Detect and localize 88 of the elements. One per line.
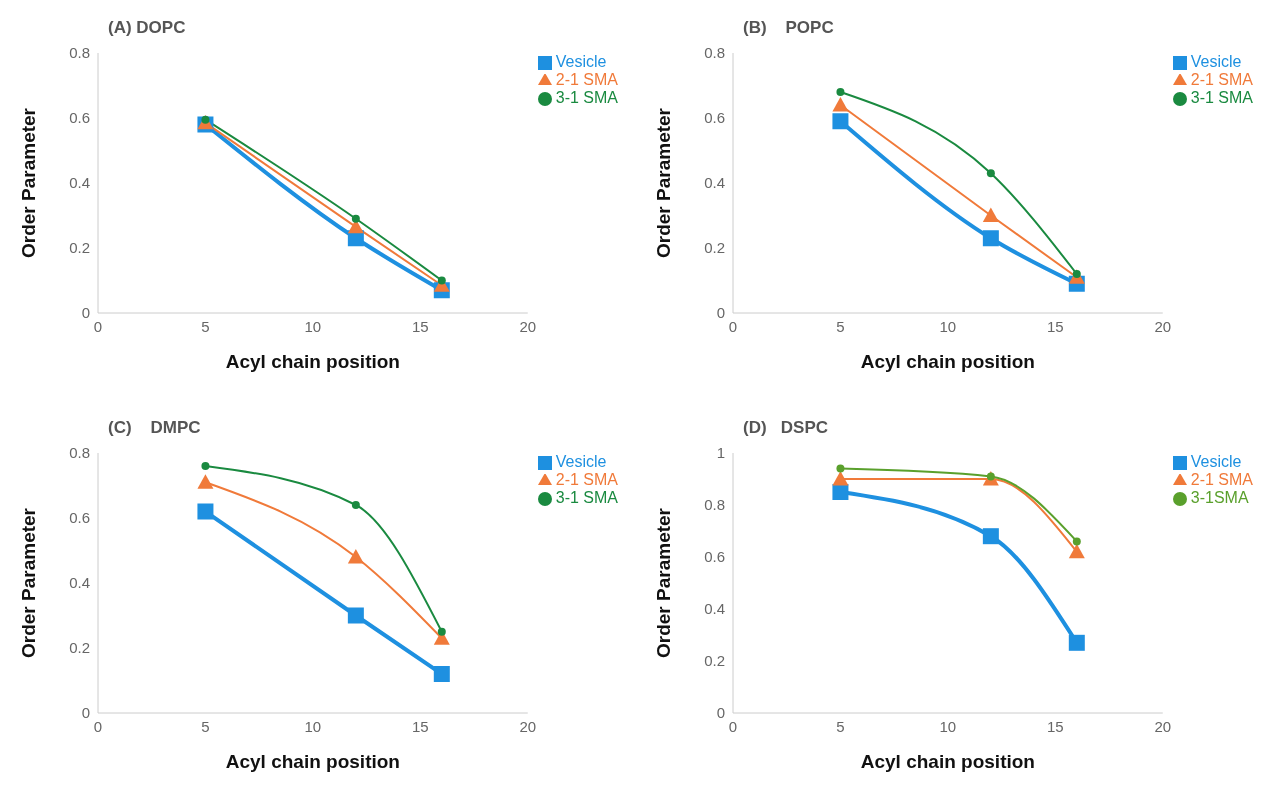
point: [986, 169, 995, 178]
y-axis-title: Order Parameter: [652, 507, 674, 658]
x-tick-label: 15: [411, 717, 429, 735]
y-tick-label: 0.8: [704, 496, 725, 514]
x-tick-label: 5: [836, 717, 845, 735]
y-axis-title: Order Parameter: [17, 107, 39, 258]
y-tick-label: 0.6: [704, 109, 725, 127]
point: [832, 113, 849, 130]
y-tick-label: 0.2: [69, 239, 90, 257]
y-tick-label: 0.4: [704, 174, 725, 192]
y-tick-label: 0.2: [704, 652, 725, 670]
point: [347, 607, 364, 624]
legend-label: Vesicle: [555, 53, 607, 70]
point: [433, 666, 450, 682]
x-axis-title: Acyl chain position: [225, 351, 400, 372]
point: [197, 474, 214, 489]
y-tick-label: 0.2: [704, 239, 725, 257]
x-tick-label: 0: [93, 317, 103, 335]
point: [351, 501, 360, 509]
point: [437, 627, 446, 636]
x-tick-label: 10: [939, 317, 957, 335]
point: [832, 97, 849, 112]
x-tick-label: 10: [939, 717, 957, 735]
y-tick-label: 1: [716, 444, 725, 462]
x-tick-label: 20: [1154, 717, 1172, 735]
x-tick-label: 10: [304, 717, 322, 735]
x-tick-label: 20: [519, 317, 537, 335]
point: [1072, 537, 1081, 546]
y-tick-label: 0.4: [69, 174, 90, 192]
legend-label: Vesicle: [555, 453, 607, 470]
legend-label: 3-1 SMA: [1190, 89, 1253, 106]
point: [836, 464, 845, 473]
legend-label: 2-1 SMA: [555, 71, 618, 88]
x-axis-title: Acyl chain position: [860, 751, 1035, 772]
point: [982, 207, 999, 222]
y-tick-label: 0.6: [704, 548, 725, 566]
legend-label: Vesicle: [1190, 453, 1242, 470]
x-tick-label: 5: [201, 717, 210, 735]
y-tick-label: 0: [716, 304, 725, 322]
x-tick-label: 0: [728, 317, 738, 335]
y-tick-label: 0.4: [69, 574, 90, 592]
point: [982, 230, 999, 247]
y-tick-label: 0.8: [704, 44, 725, 62]
point: [351, 214, 360, 223]
legend-label: 3-1 SMA: [555, 89, 618, 106]
y-tick-label: 0.2: [69, 639, 90, 657]
y-tick-label: 0.6: [69, 509, 90, 527]
x-tick-label: 5: [836, 317, 845, 335]
y-tick-label: 0.8: [69, 44, 90, 62]
x-tick-label: 15: [411, 317, 429, 335]
legend-label: 2-1 SMA: [1190, 71, 1253, 88]
point: [1068, 634, 1085, 651]
point: [832, 484, 849, 500]
chart-title: (C) DMPC: [108, 418, 201, 438]
y-tick-label: 0: [81, 704, 90, 722]
x-tick-label: 5: [201, 317, 210, 335]
legend-label: Vesicle: [1190, 53, 1242, 70]
x-tick-label: 20: [519, 717, 537, 735]
point: [832, 471, 849, 486]
point: [1068, 543, 1085, 559]
y-tick-label: 0.6: [69, 109, 90, 127]
x-tick-label: 10: [304, 317, 322, 335]
y-axis-title: Order Parameter: [652, 107, 674, 258]
x-tick-label: 0: [93, 717, 103, 735]
x-tick-label: 15: [1046, 317, 1064, 335]
legend-label: 2-1 SMA: [555, 471, 618, 488]
chart-title: (A) DOPC: [108, 18, 186, 38]
x-axis-title: Acyl chain position: [225, 751, 400, 772]
x-axis-title: Acyl chain position: [860, 351, 1035, 372]
y-tick-label: 0: [716, 704, 725, 722]
y-tick-label: 0: [81, 304, 90, 322]
chart-title: (B) POPC: [743, 18, 834, 38]
x-tick-label: 20: [1154, 317, 1172, 335]
point: [197, 503, 214, 520]
point: [982, 528, 999, 545]
x-tick-label: 15: [1046, 717, 1064, 735]
legend-label: 3-1SMA: [1190, 489, 1249, 506]
point: [836, 88, 845, 96]
y-axis-title: Order Parameter: [17, 507, 39, 658]
chart-title: (D) DSPC: [743, 418, 828, 438]
point: [347, 549, 364, 564]
x-tick-label: 0: [728, 717, 738, 735]
y-tick-label: 0.8: [69, 444, 90, 462]
legend-label: 2-1 SMA: [1190, 471, 1253, 488]
point: [437, 276, 446, 285]
legend-label: 3-1 SMA: [555, 489, 618, 506]
y-tick-label: 0.4: [704, 600, 725, 618]
point: [201, 462, 210, 470]
